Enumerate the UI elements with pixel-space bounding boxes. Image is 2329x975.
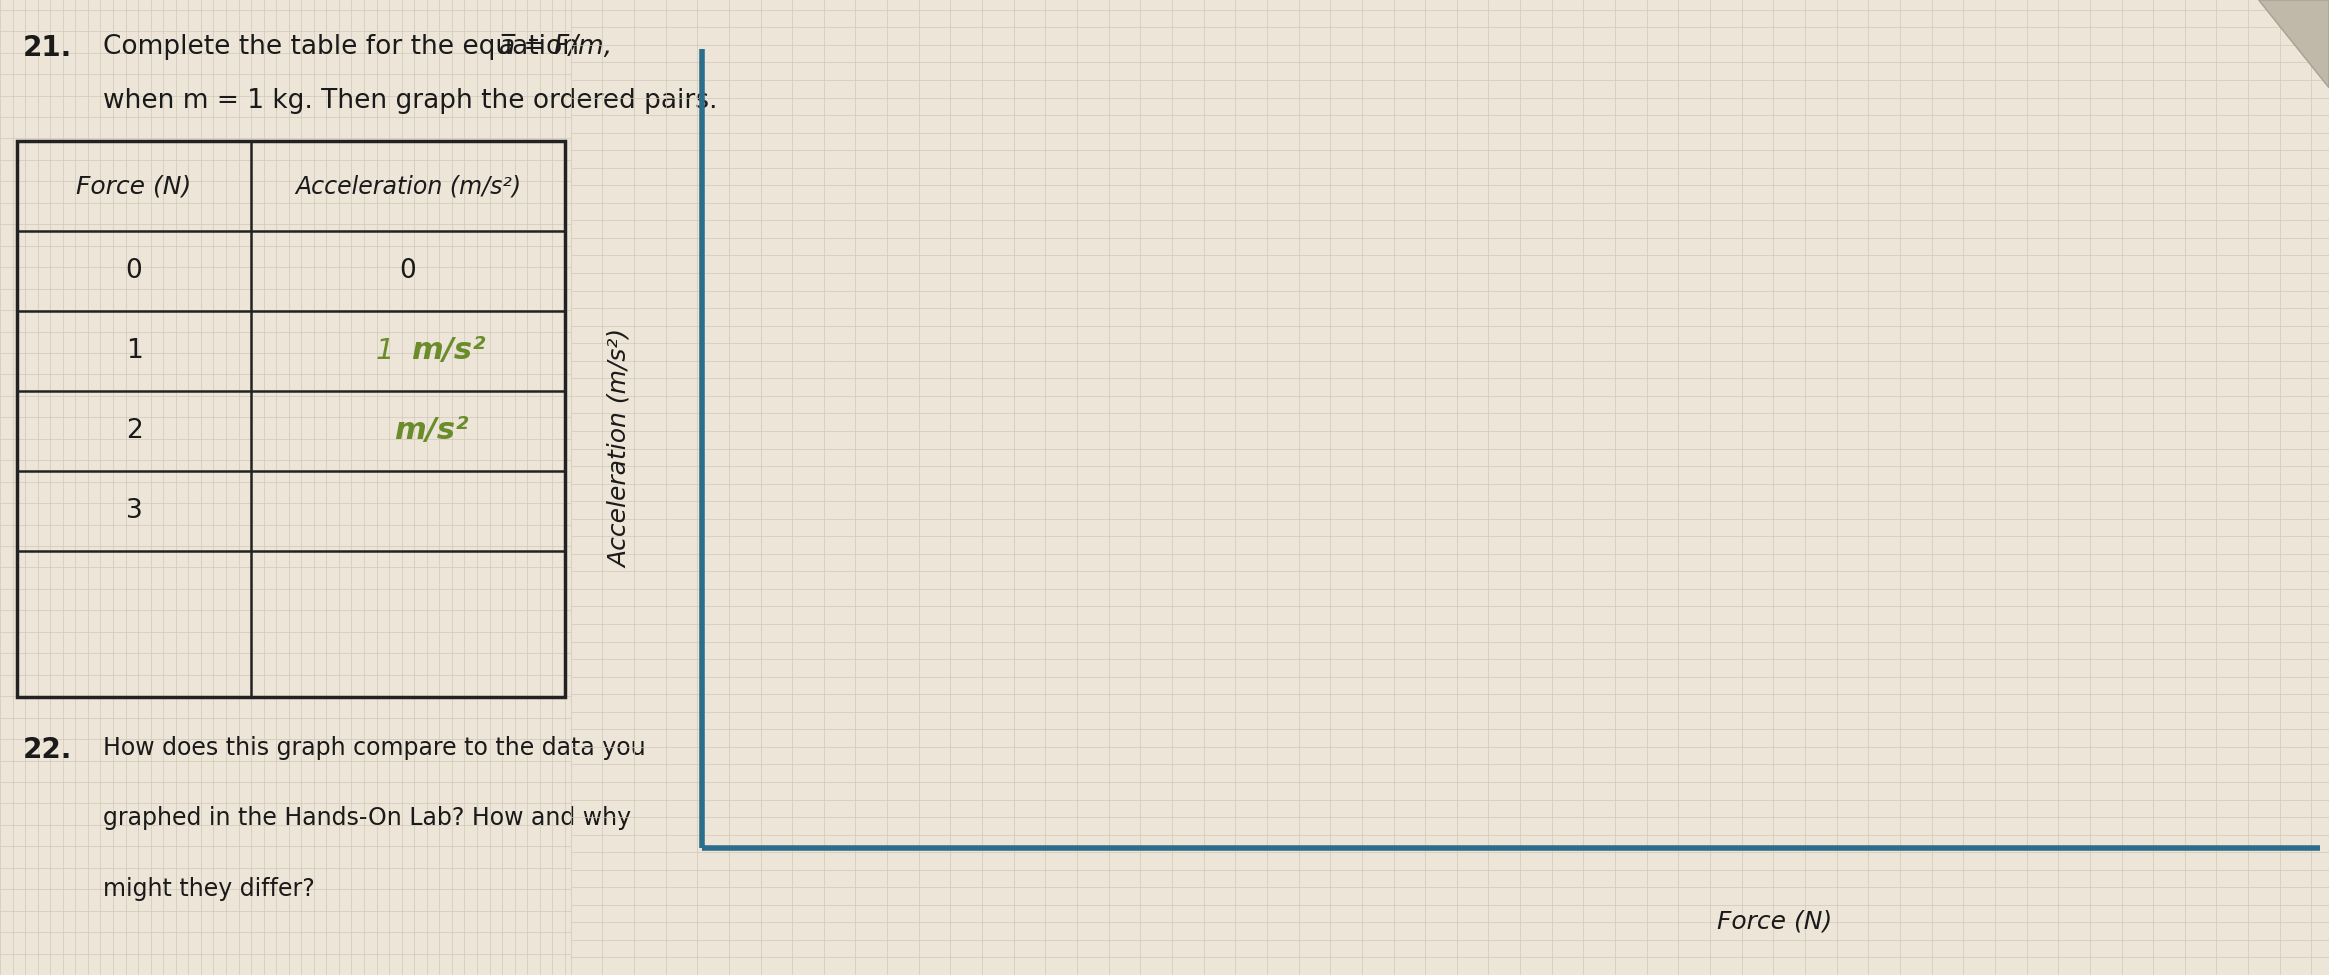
- Text: graphed in the Hands-On Lab? How and why: graphed in the Hands-On Lab? How and why: [102, 806, 631, 831]
- Text: 1: 1: [126, 338, 142, 364]
- Text: when m = 1 kg. Then graph the ordered pairs.: when m = 1 kg. Then graph the ordered pa…: [102, 88, 717, 114]
- Text: Force (N): Force (N): [1716, 910, 1833, 933]
- Text: 1: 1: [375, 337, 394, 365]
- Text: might they differ?: might they differ?: [102, 877, 314, 901]
- Text: 2: 2: [126, 418, 142, 444]
- Text: 21.: 21.: [23, 34, 72, 62]
- Polygon shape: [2259, 0, 2329, 88]
- Text: 0: 0: [401, 258, 417, 284]
- Text: 0: 0: [126, 258, 142, 284]
- Text: Acceleration (m/s²): Acceleration (m/s²): [608, 329, 631, 568]
- Text: m/s²: m/s²: [394, 416, 468, 446]
- Text: Acceleration (m/s²): Acceleration (m/s²): [296, 175, 522, 198]
- Text: How does this graph compare to the data you: How does this graph compare to the data …: [102, 736, 645, 760]
- Text: a̅ = F/m,: a̅ = F/m,: [498, 34, 613, 60]
- Text: Force (N): Force (N): [77, 175, 191, 198]
- Text: 3: 3: [126, 498, 142, 524]
- Text: m/s²: m/s²: [410, 336, 484, 366]
- Text: 22.: 22.: [23, 736, 72, 764]
- Text: Complete the table for the equation: Complete the table for the equation: [102, 34, 578, 60]
